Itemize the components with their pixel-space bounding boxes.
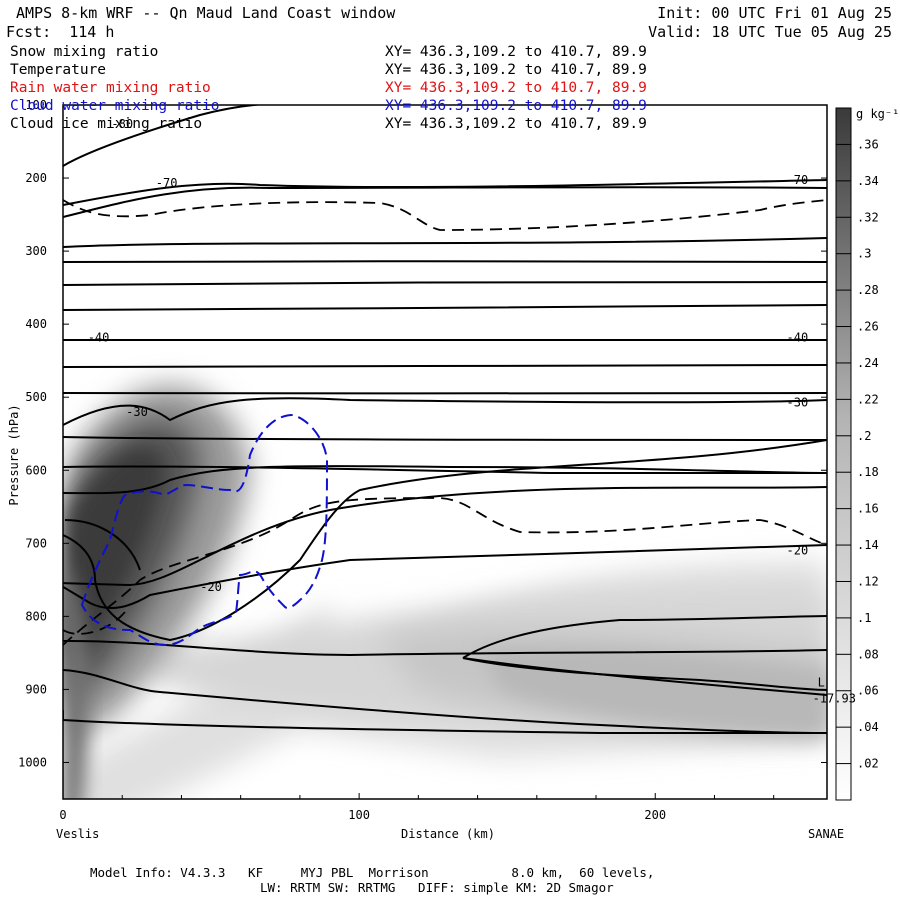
y-tick-label: 500 <box>25 390 47 404</box>
plot-frame <box>62 104 828 800</box>
y-tick-label: 600 <box>25 463 47 477</box>
colorbar-tick-label: .18 <box>857 465 879 479</box>
pressure-axis: 100 200 300 400 500 600 700 800 900 1000 <box>18 98 827 769</box>
chart-title: AMPS 8-km WRF -- Qn Maud Land Coast wind… <box>16 4 396 22</box>
forecast-hour: Fcst: 114 h <box>6 23 115 41</box>
colorbar-tick-label: .16 <box>857 502 879 516</box>
contour-label: -40 <box>787 330 809 344</box>
left-endpoint-label: Veslis <box>56 827 99 841</box>
field-xy-range: XY= 436.3,109.2 to 410.7, 89.9 <box>385 98 647 114</box>
colorbar-tick-label: .08 <box>857 647 879 661</box>
colorbar-tick-label: .28 <box>857 283 879 297</box>
contour-label: -80 <box>111 117 133 131</box>
colorbar-tick-label: .2 <box>857 429 871 443</box>
contour-label: -30 <box>126 405 148 419</box>
field-xy-range: XY= 436.3,109.2 to 410.7, 89.9 <box>385 80 647 96</box>
contour-label: -40 <box>88 330 110 344</box>
x-axis-label: Distance (km) <box>401 827 495 841</box>
y-tick-label: 700 <box>25 536 47 550</box>
colorbar-unit: g kg⁻¹ <box>856 107 899 121</box>
cloud-water-contours <box>80 413 329 647</box>
x-tick-label: 0 <box>59 808 66 822</box>
contour-label: -70 <box>787 173 809 187</box>
colorbar <box>835 107 852 801</box>
field-name: Cloud water mixing ratio <box>10 98 220 114</box>
field-name: Temperature <box>10 62 107 78</box>
y-axis-label: Pressure (hPa) <box>7 404 21 505</box>
y-tick-label: 400 <box>25 317 47 331</box>
y-tick-label: 200 <box>25 171 47 185</box>
x-tick-label: 200 <box>644 808 666 822</box>
field-xy-range: XY= 436.3,109.2 to 410.7, 89.9 <box>385 62 647 78</box>
colorbar-tick-label: .04 <box>857 720 879 734</box>
y-tick-label: 900 <box>25 682 47 696</box>
colorbar-tick-label: .02 <box>857 757 879 771</box>
colorbar-tick-label: .26 <box>857 320 879 334</box>
temperature-contour-labels: -80 -70 -70 -40 -40 -30 -30 -20 -20 <box>88 117 809 594</box>
colorbar-tick-label: .34 <box>857 174 879 188</box>
field-name: Cloud ice mixing ratio <box>10 116 203 132</box>
colorbar-tick-label: .24 <box>857 356 879 370</box>
field-xy-range: XY= 436.3,109.2 to 410.7, 89.9 <box>385 116 647 132</box>
cloud-ice-contours <box>63 199 827 646</box>
field-name: Snow mixing ratio <box>10 44 159 60</box>
y-tick-label: 100 <box>25 98 47 112</box>
init-time: Init: 00 UTC Fri 01 Aug 25 <box>657 4 892 22</box>
distance-axis: 0 100 200 <box>59 793 775 822</box>
contour-label: -20 <box>200 580 222 594</box>
colorbar-tick-label: .36 <box>857 137 879 151</box>
model-info-line2: LW: RRTM SW: RRTMG DIFF: simple KM: 2D S… <box>260 880 614 895</box>
minimum-marker-value: -17.93 <box>813 692 856 706</box>
model-info-line1: Model Info: V4.3.3 KF MYJ PBL Morrison 8… <box>90 865 655 880</box>
colorbar-tick-label: .12 <box>857 574 879 588</box>
y-tick-label: 1000 <box>18 755 47 769</box>
colorbar-tick-label: .06 <box>857 684 879 698</box>
colorbar-tick-label: .22 <box>857 392 879 406</box>
colorbar-ticks: .02 .04 .06 .08 .1 .12 .14 .16 .18 .2 .22 .24 .26 .28… <box>836 137 879 771</box>
right-endpoint-label: SANAE <box>808 827 844 841</box>
colorbar-tick-label: .32 <box>857 210 879 224</box>
contour-label: -20 <box>787 544 809 558</box>
minimum-marker-symbol: L <box>818 676 825 690</box>
colorbar-tick-label: .3 <box>857 247 871 261</box>
field-name: Rain water mixing ratio <box>10 80 211 96</box>
y-tick-label: 800 <box>25 609 47 623</box>
valid-time: Valid: 18 UTC Tue 05 Aug 25 <box>648 23 892 41</box>
snow-shading <box>63 385 827 799</box>
field-xy-range: XY= 436.3,109.2 to 410.7, 89.9 <box>385 44 647 60</box>
x-tick-label: 100 <box>348 808 370 822</box>
colorbar-tick-label: .1 <box>857 611 871 625</box>
contour-label: -70 <box>156 176 178 190</box>
colorbar-tick-label: .14 <box>857 538 879 552</box>
y-tick-label: 300 <box>25 244 47 258</box>
contour-label: -30 <box>787 395 809 409</box>
